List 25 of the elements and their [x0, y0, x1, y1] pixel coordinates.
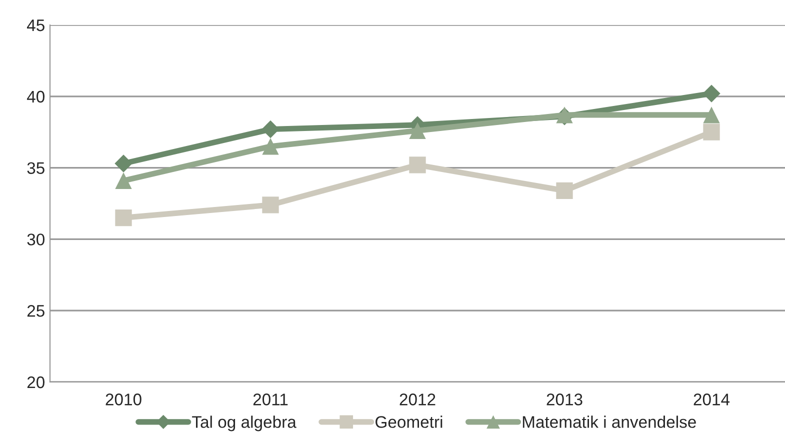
point [703, 106, 720, 124]
point [262, 138, 279, 155]
point [115, 172, 132, 189]
point [115, 209, 132, 226]
y-tick-label: 35 [27, 162, 44, 174]
y-tick-label: 20 [27, 376, 44, 388]
point [409, 122, 426, 140]
x-tick-label: 2012 [400, 394, 436, 406]
x-tick-label: 2011 [253, 394, 288, 406]
legend-label: Tal og algebra [192, 416, 296, 432]
legend-label: Geometri [376, 416, 442, 428]
point [114, 154, 132, 172]
point [703, 124, 720, 140]
y-tick-label: 40 [26, 90, 44, 103]
point [262, 196, 279, 214]
point [556, 182, 573, 199]
y-tick-label: 25 [27, 305, 44, 317]
point [702, 84, 720, 102]
y-tick-label: 45 [26, 20, 44, 32]
x-tick-label: 2014 [694, 394, 730, 406]
x-tick-label: 2010 [106, 394, 142, 406]
point [409, 156, 426, 174]
legend-label: Matematik i anvendelse [522, 416, 696, 428]
y-tick-label: 30 [27, 234, 44, 246]
x-tick-label: 2013 [546, 394, 582, 406]
